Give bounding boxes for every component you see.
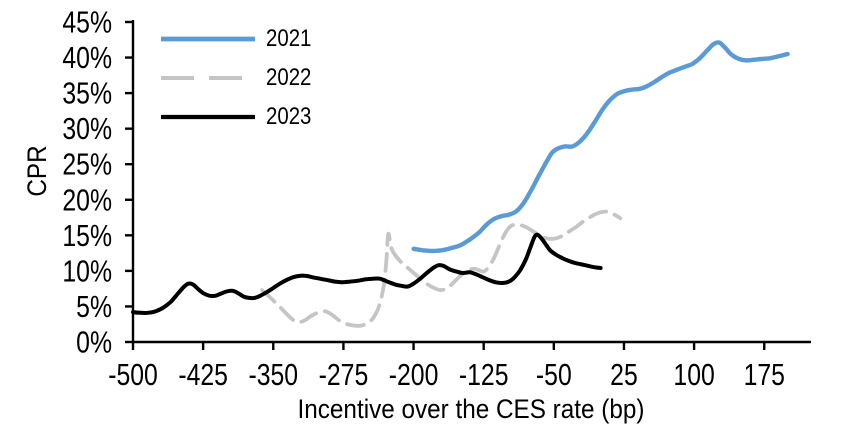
y-axis-tick-label: 30%: [62, 112, 112, 146]
x-axis-tick-label: -50: [536, 357, 572, 391]
y-axis-title: CPR: [23, 145, 52, 196]
series-lines: [131, 40, 790, 328]
x-axis-tick-label: -425: [178, 357, 228, 391]
x-axis-tick-label: -275: [319, 357, 369, 391]
x-axis-tick-label: 100: [673, 357, 714, 391]
y-axis-tick-label: 10%: [62, 254, 112, 288]
x-axis-tick-label: -200: [389, 357, 439, 391]
y-axis-tick-label: 5%: [76, 289, 112, 323]
series-line-2022: [260, 209, 623, 328]
legend-line-2022-icon: [161, 75, 255, 81]
y-axis-tick-label: 35%: [62, 76, 112, 110]
series-line-2023: [131, 232, 603, 315]
x-axis-tick-label: -500: [108, 357, 158, 391]
legend-label-2021: 2021: [266, 25, 312, 52]
y-axis-tick-label: 0%: [76, 325, 112, 359]
x-axis-title: Incentive over the CES rate (bp): [298, 395, 645, 424]
axes: 0%5%10%15%20%25%30%35%40%45% -500 -425 -350…: [62, 5, 811, 392]
y-axis-tick-label: 20%: [62, 183, 112, 217]
y-axis-tick-label: 45%: [62, 5, 112, 39]
x-axis-tick-label: 175: [744, 357, 785, 391]
y-axis-tick-label: 25%: [62, 147, 112, 181]
x-axis-tick-label: 25: [610, 357, 638, 391]
x-axis-tick-label: -350: [248, 357, 298, 391]
legend-item-2022: 2022: [159, 64, 319, 91]
y-axis-tick-label: 40%: [62, 40, 112, 74]
legend-line-2023-icon: [161, 114, 255, 120]
legend-label-2023: 2023: [266, 103, 312, 130]
legend-line-2021-icon: [161, 36, 255, 42]
legend-item-2023: 2023: [159, 103, 319, 130]
series-line-2021: [411, 40, 790, 254]
legend-label-2022: 2022: [266, 64, 312, 91]
legend-item-2021: 2021: [159, 25, 319, 52]
y-axis-tick-label: 15%: [62, 218, 112, 252]
x-axis-tick-label: -125: [459, 357, 509, 391]
legend: 2021 2022 2023: [159, 25, 319, 143]
